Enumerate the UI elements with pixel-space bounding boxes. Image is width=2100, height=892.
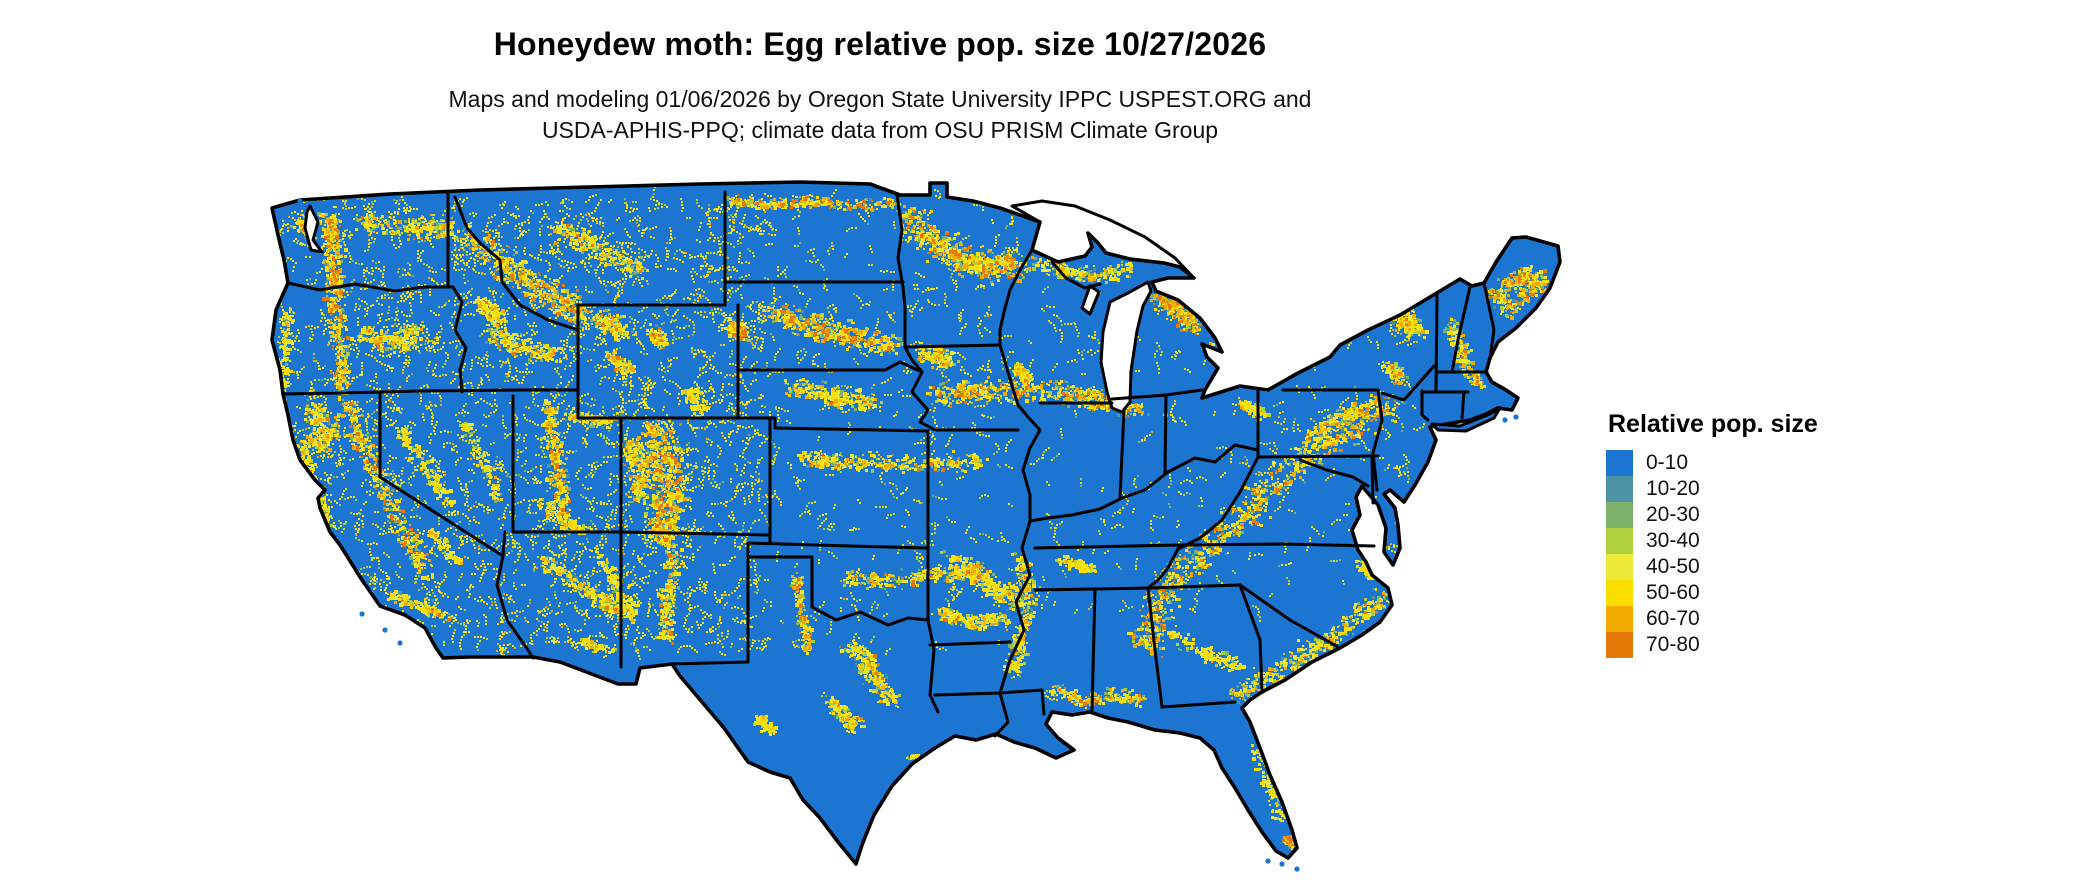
- legend-item: 70-80: [1606, 632, 1818, 658]
- map-shape: [270, 180, 1562, 866]
- map-shape: [1090, 587, 1097, 714]
- map-shape: [810, 605, 930, 627]
- legend: Relative pop. size 0-10 10-20 20-30 30-40 40…: [1606, 410, 1818, 658]
- map-shape: [1033, 586, 1150, 592]
- legend-item-label: 30-40: [1646, 529, 1700, 552]
- map-title: Honeydew moth: Egg relative pop. size 10…: [493, 26, 1267, 62]
- island-dot: [397, 640, 403, 646]
- map-shape: [1380, 364, 1436, 402]
- map-shape: [1028, 443, 1260, 523]
- legend-swatch: [1606, 502, 1633, 528]
- map-shape: [928, 640, 1012, 647]
- legend-swatch: [1606, 528, 1633, 554]
- map-shape: [378, 390, 535, 660]
- map-shape: [286, 281, 455, 293]
- map-shape: [1033, 543, 1182, 550]
- map-shape: [451, 285, 468, 394]
- map-shape: [903, 343, 1002, 349]
- map-shape: [1371, 388, 1384, 492]
- map-subtitle-line2: USDA-APHIS-PPQ; climate data from OSU PR…: [541, 117, 1219, 143]
- map-shape: [1256, 454, 1380, 459]
- map-shape: [910, 370, 937, 432]
- map-shape: [1118, 408, 1126, 500]
- island-dot: [1265, 858, 1271, 864]
- map-shape: [501, 530, 507, 558]
- map-subtitle: Maps and modeling 01/06/2026 by Oregon S…: [0, 84, 1760, 146]
- legend-item: 30-40: [1606, 528, 1818, 554]
- map-shape: [1450, 285, 1472, 374]
- legend-item: 0-10: [1606, 450, 1818, 476]
- legend-title: Relative pop. size: [1608, 410, 1818, 438]
- legend-item-label: 0-10: [1646, 451, 1689, 474]
- legend-item-label: 10-20: [1646, 477, 1700, 500]
- map-shape: [926, 618, 940, 714]
- map-shape: [1110, 388, 1204, 401]
- legend-item-label: 70-80: [1646, 633, 1700, 656]
- map-shape: [773, 426, 930, 433]
- island-dot: [1294, 866, 1300, 872]
- map-shape: [1298, 458, 1370, 488]
- map-shape: [1370, 455, 1375, 505]
- map-shape: [1238, 583, 1264, 694]
- map-shape: [1238, 583, 1342, 650]
- map-shape: [1146, 586, 1164, 709]
- legend-swatch: [1606, 632, 1633, 658]
- map-shape: [453, 195, 580, 332]
- state-boundaries: [281, 190, 1496, 738]
- map-shape: [281, 388, 580, 396]
- legend-item-label: 50-60: [1646, 581, 1700, 604]
- map-shape: [303, 204, 324, 254]
- map-subtitle-line1: Maps and modeling 01/06/2026 by Oregon S…: [448, 86, 1312, 112]
- island-dot: [1279, 861, 1285, 867]
- map-shape: [1178, 455, 1260, 550]
- island-dot: [1502, 417, 1508, 423]
- map-shape: [746, 541, 930, 550]
- map-shape: [933, 691, 1002, 697]
- map-shape: [1460, 390, 1466, 420]
- map-shape: [736, 360, 924, 374]
- map-shape: [998, 248, 1042, 523]
- legend-items: 0-10 10-20 20-30 30-40 40-50 50-60 60-70 70-80: [1606, 450, 1818, 658]
- legend-swatch: [1606, 554, 1633, 580]
- map-shape: [903, 345, 924, 374]
- legend-item: 50-60: [1606, 580, 1818, 606]
- legend-item-label: 40-50: [1646, 555, 1700, 578]
- island-dot: [1513, 414, 1519, 420]
- legend-item: 60-70: [1606, 606, 1818, 632]
- legend-item: 40-50: [1606, 554, 1818, 580]
- legend-swatch: [1606, 476, 1633, 502]
- map-shape: [619, 530, 772, 537]
- legend-item-label: 20-30: [1646, 503, 1700, 526]
- map-shape: [895, 193, 907, 309]
- legend-swatch: [1606, 450, 1633, 476]
- legend-swatch: [1606, 580, 1633, 606]
- map-shape: [1430, 406, 1502, 433]
- map-shape: [1080, 284, 1101, 316]
- map-shape: [1420, 389, 1430, 422]
- map-shape: [993, 519, 1032, 738]
- map-shape: [1178, 542, 1376, 548]
- map-shape: [1146, 583, 1242, 590]
- map-shape: [1482, 281, 1496, 360]
- map-shape: [1099, 280, 1153, 414]
- map-shape: [1146, 543, 1182, 590]
- legend-item: 20-30: [1606, 502, 1818, 528]
- legend-swatch: [1606, 606, 1633, 632]
- island-dot: [359, 611, 365, 617]
- legend-item: 10-20: [1606, 476, 1818, 502]
- island-dot: [382, 627, 388, 633]
- map-shape: [670, 660, 750, 666]
- map-shape: [1163, 393, 1168, 475]
- legend-item-label: 60-70: [1646, 607, 1700, 630]
- map-shape: [1050, 260, 1102, 290]
- map-shape: [1160, 700, 1237, 709]
- island-dot: [297, 198, 303, 204]
- map-shape: [1434, 293, 1439, 394]
- map-shape: [998, 688, 1046, 716]
